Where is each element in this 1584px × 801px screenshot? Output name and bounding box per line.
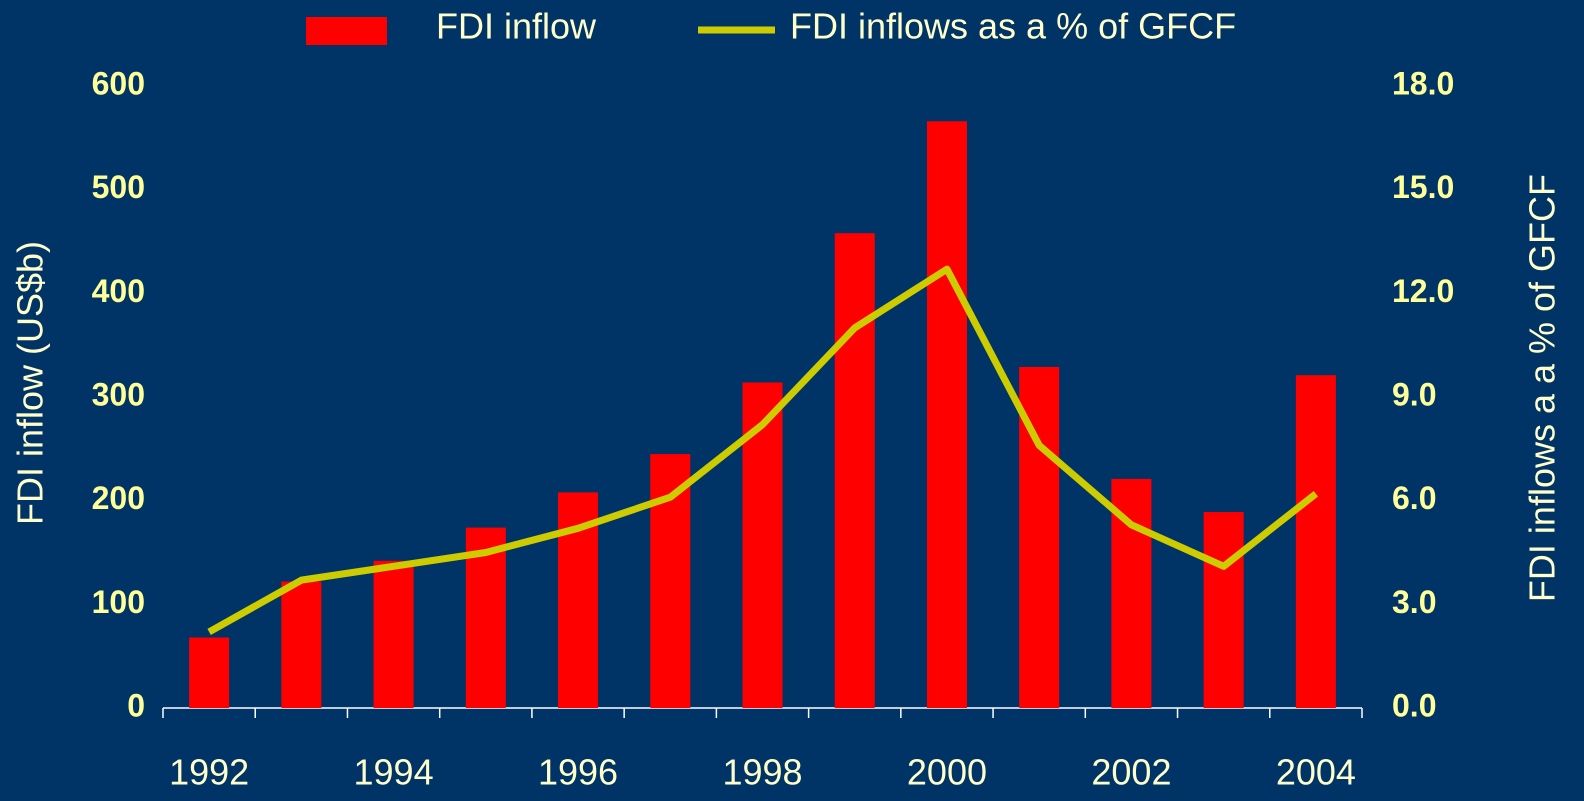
bar bbox=[926, 121, 967, 709]
y-tick-label: 400 bbox=[92, 273, 145, 309]
y2-tick-label: 6.0 bbox=[1392, 480, 1436, 516]
bar bbox=[834, 233, 875, 708]
bar bbox=[650, 454, 691, 708]
y-tick-label: 100 bbox=[92, 584, 145, 620]
y2-tick-label: 15.0 bbox=[1392, 169, 1454, 205]
y2-tick-label: 18.0 bbox=[1392, 65, 1454, 101]
x-tick-label: 2004 bbox=[1276, 752, 1356, 793]
y-axis-title: FDI inflow (US$b) bbox=[10, 241, 51, 525]
bar bbox=[1203, 512, 1244, 708]
y2-tick-label: 3.0 bbox=[1392, 584, 1436, 620]
bar bbox=[281, 581, 322, 708]
legend-label: FDI inflow bbox=[436, 6, 597, 47]
y-tick-label: 0 bbox=[127, 687, 145, 723]
bar bbox=[1295, 375, 1336, 708]
legend-label: FDI inflows as a % of GFCF bbox=[790, 6, 1236, 47]
y-tick-label: 200 bbox=[92, 480, 145, 516]
x-tick-label: 1992 bbox=[169, 752, 249, 793]
y-tick-label: 500 bbox=[92, 169, 145, 205]
line bbox=[207, 265, 1319, 636]
x-tick-label: 1998 bbox=[722, 752, 802, 793]
bar bbox=[189, 637, 230, 708]
legend-swatch bbox=[306, 17, 387, 45]
y2-tick-label: 12.0 bbox=[1392, 273, 1454, 309]
x-tick-label: 2002 bbox=[1091, 752, 1171, 793]
y2-tick-label: 9.0 bbox=[1392, 376, 1436, 412]
y-tick-label: 600 bbox=[92, 65, 145, 101]
y2-axis-title: FDI inflows a a % of GFCF bbox=[1522, 174, 1563, 602]
x-tick-label: 1994 bbox=[354, 752, 434, 793]
y-tick-label: 300 bbox=[92, 376, 145, 412]
bar bbox=[373, 560, 414, 708]
x-tick-label: 1996 bbox=[538, 752, 618, 793]
x-tick-label: 2000 bbox=[907, 752, 987, 793]
y2-tick-label: 0.0 bbox=[1392, 687, 1436, 723]
